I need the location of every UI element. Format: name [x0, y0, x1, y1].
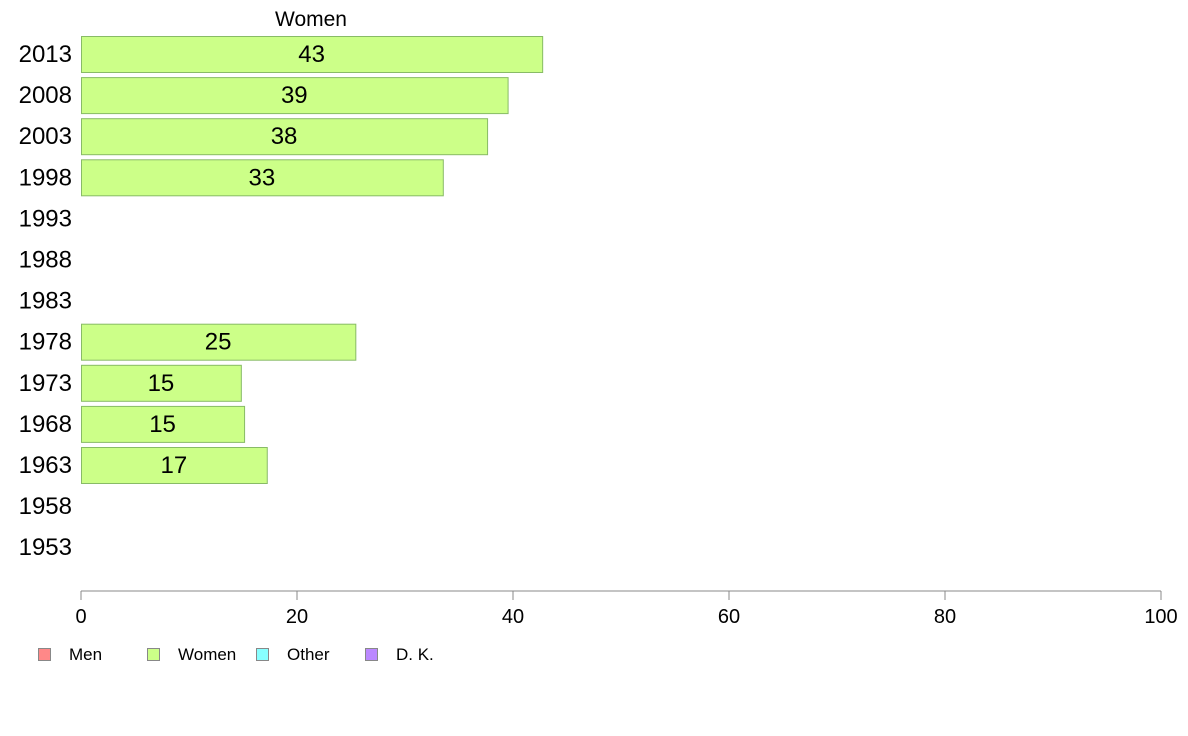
legend-label-other: Other	[287, 645, 330, 664]
category-label-1983: 1983	[19, 288, 72, 315]
category-label-1993: 1993	[19, 205, 72, 232]
category-label-1998: 1998	[19, 164, 72, 191]
category-label-1973: 1973	[19, 370, 72, 397]
data-label-2013: 43	[298, 41, 325, 68]
category-label-1988: 1988	[19, 247, 72, 274]
category-label-1958: 1958	[19, 493, 72, 520]
data-label-2003: 38	[271, 123, 298, 150]
chart-title: Women	[275, 8, 347, 31]
bar-1973	[81, 364, 242, 402]
bar-1978	[81, 323, 357, 361]
x-tick-label-100: 100	[1144, 606, 1177, 628]
category-label-1978: 1978	[19, 329, 72, 356]
data-label-1978: 25	[205, 329, 232, 356]
bar-2013	[81, 36, 544, 73]
x-tick-label-60: 60	[718, 606, 740, 628]
bar-2008	[81, 77, 509, 115]
bar-1998	[81, 159, 444, 197]
category-label-2008: 2008	[19, 82, 72, 109]
data-label-1968: 15	[149, 411, 176, 438]
x-axis: 0 20 40 60 80 100	[75, 590, 1178, 628]
category-labels: 2013 2008 2003 1998 1993 1988 1983 1978 1973 1968…	[19, 41, 72, 561]
bar-1963	[81, 447, 268, 484]
x-tick-label-20: 20	[286, 606, 308, 628]
legend-label-men: Men	[69, 645, 103, 664]
legend-label-dk: D. K.	[396, 645, 434, 664]
category-label-2013: 2013	[19, 41, 72, 68]
data-label-1963: 17	[161, 452, 188, 479]
x-tick-label-0: 0	[75, 606, 86, 628]
category-label-2003: 2003	[19, 123, 72, 150]
category-label-1968: 1968	[19, 411, 72, 438]
legend-swatch-women	[147, 648, 160, 661]
data-label-1973: 15	[148, 370, 175, 397]
bars-group: 43 39 38 33 25 15 15 17	[81, 36, 544, 484]
x-tick-label-80: 80	[934, 606, 956, 628]
legend-swatch-dk	[365, 648, 378, 661]
legend-swatch-other	[256, 648, 269, 661]
category-label-1953: 1953	[19, 534, 72, 561]
bar-2003	[81, 118, 489, 156]
legend-swatch-men	[38, 648, 51, 661]
x-tick-label-40: 40	[502, 606, 524, 628]
legend-label-women: Women	[178, 645, 237, 664]
category-label-1963: 1963	[19, 452, 72, 479]
data-label-1998: 33	[249, 164, 276, 191]
bar-1968	[81, 405, 246, 443]
data-label-2008: 39	[281, 82, 308, 109]
